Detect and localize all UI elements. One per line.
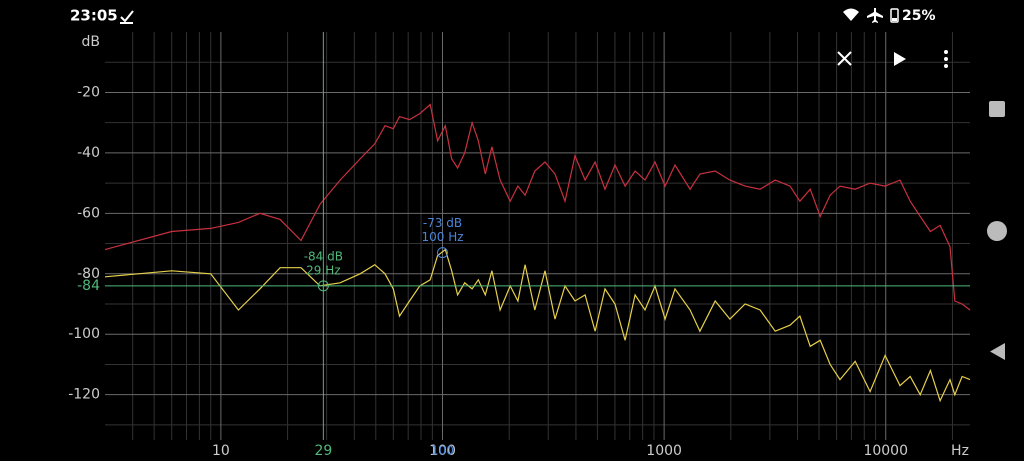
x-tick-label: 100: [429, 443, 456, 459]
cursor-marker: [436, 247, 448, 259]
y-tick-label: -80: [77, 266, 100, 282]
plot: 10 100 1000 10000 -20 -40 -60 -80 -100 -120 dB Hz -8…: [68, 32, 971, 459]
x-tick-label: 10000: [863, 443, 908, 459]
y-tick-label: -100: [68, 326, 100, 342]
y-tick-label: -60: [77, 205, 100, 221]
back-button[interactable]: [990, 343, 1005, 360]
cursor-y-axis-label: -84: [77, 278, 100, 294]
clock: 23:05: [70, 7, 118, 25]
cursor-value-label: -73 dB: [423, 216, 462, 230]
close-button[interactable]: [837, 51, 852, 66]
battery-text: 25%: [902, 8, 936, 24]
x-tick-label: 1000: [646, 443, 682, 459]
menu-button[interactable]: [944, 50, 948, 68]
cursor-frequency-label: 29 Hz: [306, 263, 340, 277]
cursor-marker: [317, 280, 329, 292]
play-button[interactable]: [894, 52, 906, 66]
y-tick-label: -20: [77, 84, 100, 100]
spectrum-line: [104, 248, 971, 403]
battery-icon: [890, 8, 899, 23]
wifi-icon: [843, 8, 859, 21]
download-icon: [120, 10, 134, 24]
y-axis-label: dB: [82, 34, 101, 50]
home-button[interactable]: [987, 221, 1007, 241]
cursor-x-axis-label: 100: [431, 444, 454, 458]
x-tick-label: 10: [212, 443, 230, 459]
cursor-frequency-label: 100 Hz: [421, 230, 463, 244]
battery-level: [892, 18, 897, 21]
y-tick-label: -120: [68, 387, 100, 403]
cursor-x-axis-label: 29: [314, 443, 332, 459]
spectrum-line: [104, 103, 971, 311]
y-tick-label: -40: [77, 145, 100, 161]
recents-button[interactable]: [989, 101, 1005, 117]
airplane-icon: [867, 8, 883, 23]
cursor-value-label: -84 dB: [304, 249, 343, 263]
x-axis-label: Hz: [951, 443, 969, 459]
